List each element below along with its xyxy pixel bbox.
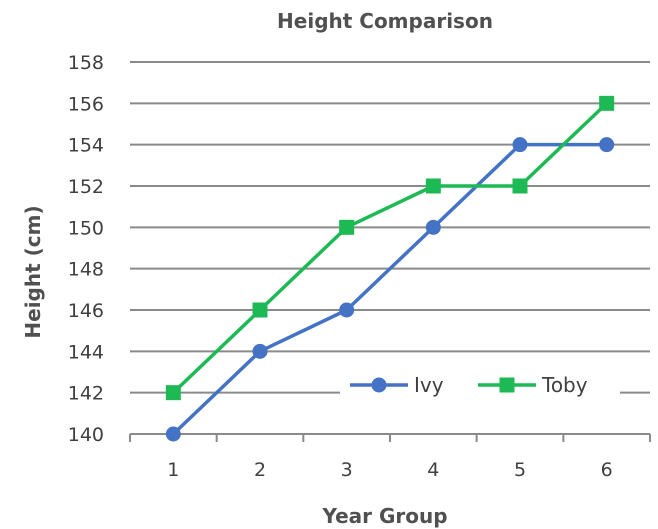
- point-ivy-3: [425, 219, 441, 235]
- y-tick-label-8: 156: [68, 93, 104, 115]
- point-ivy-0: [165, 426, 181, 442]
- legend: Ivy Toby: [340, 366, 620, 406]
- point-ivy-2: [339, 302, 355, 318]
- y-tick-label-2: 144: [68, 341, 104, 363]
- x-tick-label-4: 5: [514, 459, 526, 481]
- point-toby-0: [165, 385, 181, 401]
- y-tick-label-1: 142: [68, 383, 104, 405]
- y-tick-label-0: 140: [68, 424, 104, 446]
- point-toby-3: [425, 178, 441, 194]
- legend-marker-toby: [499, 377, 515, 393]
- x-tick-label-0: 1: [167, 459, 179, 481]
- point-ivy-1: [252, 343, 268, 359]
- legend-label-toby: Toby: [541, 373, 588, 397]
- y-tick-label-6: 152: [68, 176, 104, 198]
- x-tick-label-1: 2: [254, 459, 266, 481]
- y-tick-label-5: 150: [68, 217, 104, 239]
- point-toby-2: [339, 219, 355, 235]
- series-group: [165, 95, 615, 442]
- point-ivy-4: [512, 137, 528, 153]
- point-ivy-5: [599, 137, 615, 153]
- y-tick-label-4: 148: [68, 259, 104, 281]
- x-tick-label-3: 4: [427, 459, 439, 481]
- series-line-ivy: [172, 142, 607, 436]
- point-toby-1: [252, 302, 268, 318]
- point-toby-5: [599, 95, 615, 111]
- legend-marker-ivy: [371, 377, 387, 393]
- x-tick-label-5: 6: [601, 459, 613, 481]
- y-axis-label: Height (cm): [21, 205, 45, 338]
- series-line-toby: [172, 102, 608, 394]
- y-tick-label-7: 154: [68, 135, 104, 157]
- chart-title: Height Comparison: [277, 9, 493, 33]
- legend-label-ivy: Ivy: [414, 373, 444, 397]
- y-tick-label-9: 158: [68, 52, 104, 74]
- point-toby-4: [512, 178, 528, 194]
- y-tick-label-3: 146: [68, 300, 104, 322]
- x-tick-label-2: 3: [341, 459, 353, 481]
- x-axis-label: Year Group: [321, 504, 447, 528]
- x-tick-labels: 1 2 3 4 5 6: [167, 459, 612, 481]
- y-tick-labels: 140 142 144 146 148 150 152 154 156 158: [68, 52, 104, 446]
